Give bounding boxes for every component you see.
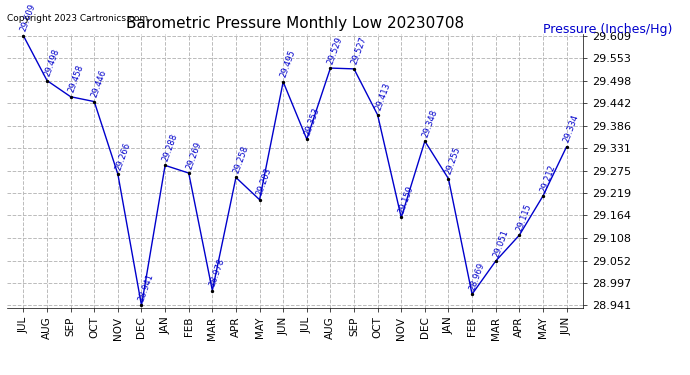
Point (395, 214, 406, 220)
Point (230, 174, 241, 180)
Point (254, 197, 265, 203)
Point (89, 99, 100, 105)
Text: 29.495: 29.495 (279, 49, 297, 79)
Text: 29.527: 29.527 (350, 36, 368, 66)
Point (112, 171, 124, 177)
Text: 29.348: 29.348 (420, 108, 439, 138)
Text: 28.941: 28.941 (137, 272, 155, 303)
Text: 29.334: 29.334 (562, 114, 581, 144)
Text: 29.266: 29.266 (114, 141, 132, 171)
Point (184, 170, 195, 176)
Point (65, 94, 76, 100)
Text: 29.609: 29.609 (19, 3, 37, 33)
Point (41, 78, 52, 84)
Text: 29.258: 29.258 (232, 144, 250, 175)
Point (514, 232, 525, 238)
Point (159, 162, 170, 168)
Text: 29.255: 29.255 (444, 146, 462, 176)
Point (302, 136, 313, 142)
Point (372, 112, 383, 118)
Text: 29.353: 29.353 (302, 106, 321, 136)
Point (348, 66, 359, 72)
Text: 29.115: 29.115 (515, 202, 533, 232)
Text: 29.051: 29.051 (491, 228, 510, 258)
Text: 29.498: 29.498 (43, 48, 61, 78)
Point (490, 258, 501, 264)
Text: 29.458: 29.458 (66, 64, 85, 94)
Point (443, 176, 454, 182)
Text: 29.446: 29.446 (90, 69, 108, 99)
Title: Barometric Pressure Monthly Low 20230708: Barometric Pressure Monthly Low 20230708 (126, 16, 464, 31)
Text: 29.269: 29.269 (184, 140, 203, 170)
Point (207, 288, 218, 294)
Text: 29.413: 29.413 (373, 82, 392, 112)
Text: 29.203: 29.203 (255, 166, 274, 197)
Text: 29.529: 29.529 (326, 35, 344, 65)
Point (18, 33, 29, 39)
Point (420, 138, 431, 144)
Text: 28.978: 28.978 (208, 257, 226, 288)
Text: 29.212: 29.212 (539, 163, 557, 193)
Point (466, 291, 477, 297)
Text: 29.288: 29.288 (161, 132, 179, 163)
Text: 28.969: 28.969 (468, 261, 486, 291)
Point (136, 303, 147, 309)
Point (561, 144, 572, 150)
Text: Pressure (Inches/Hg): Pressure (Inches/Hg) (543, 23, 672, 36)
Point (277, 79, 288, 85)
Text: Copyright 2023 Cartronics.com: Copyright 2023 Cartronics.com (7, 14, 148, 23)
Point (538, 193, 549, 199)
Text: 29.159: 29.159 (397, 184, 415, 214)
Point (325, 65, 336, 71)
